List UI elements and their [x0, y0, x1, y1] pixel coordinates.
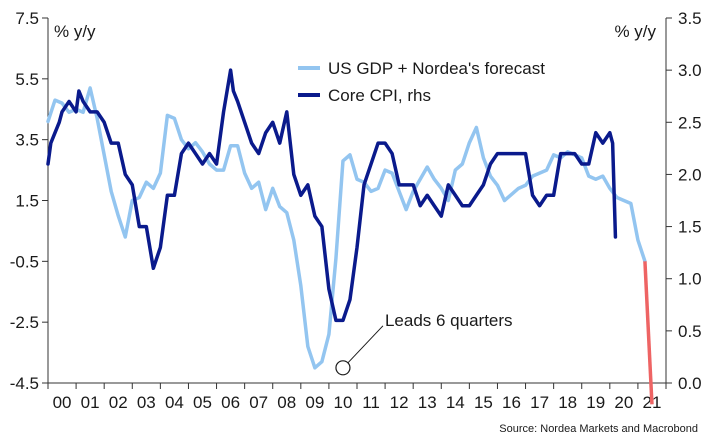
x-tick-label: 02	[109, 393, 128, 412]
series-line-nordea-forecast	[643, 261, 654, 405]
right-axis-ticks: 3.5 3.0 2.5 2.0 1.5 1.0 0.5 0.0	[666, 9, 702, 393]
x-tick-label: 12	[390, 393, 409, 412]
plot-area	[46, 68, 654, 405]
left-tick-label: 3.5	[15, 131, 39, 150]
x-tick-label: 04	[165, 393, 184, 412]
source-note: Source: Nordea Markets and Macrobond	[499, 423, 698, 435]
legend-label-us-gdp: US GDP + Nordea's forecast	[328, 59, 545, 78]
left-tick-label: 7.5	[15, 9, 39, 28]
x-tick-label: 13	[418, 393, 437, 412]
x-tick-label: 09	[305, 393, 324, 412]
left-tick-label: 1.5	[15, 192, 39, 211]
right-tick-label: 2.5	[678, 113, 702, 132]
annotation-marker	[335, 360, 351, 376]
x-tick-label: 05	[193, 393, 212, 412]
legend-label-core-cpi: Core CPI, rhs	[328, 86, 431, 105]
left-tick-label: -4.5	[10, 374, 39, 393]
x-tick-label: 00	[53, 393, 72, 412]
annotation-label: Leads 6 quarters	[385, 311, 513, 330]
x-tick-label: 18	[558, 393, 577, 412]
x-tick-label: 10	[333, 393, 352, 412]
x-tick-label: 17	[530, 393, 549, 412]
right-tick-label: 0.5	[678, 322, 702, 341]
series-line-us-gdp	[46, 86, 647, 370]
series-line-core-cpi	[46, 68, 618, 323]
annotation-leader-line	[347, 325, 384, 364]
x-tick-label: 11	[362, 393, 380, 412]
x-tick-label: 19	[586, 393, 605, 412]
right-tick-label: 1.0	[678, 270, 702, 289]
x-tick-label: 14	[446, 393, 465, 412]
right-tick-label: 3.0	[678, 61, 702, 80]
right-tick-label: 3.5	[678, 9, 702, 28]
right-axis-unit: % y/y	[614, 22, 656, 41]
x-tick-label: 06	[221, 393, 240, 412]
x-axis-ticks: 00 01 02 03 04 05 06 07 08 09 10 11 12 13 14 15 16 17 18 19…	[47, 383, 667, 412]
right-tick-label: 0.0	[678, 374, 702, 393]
legend: US GDP + Nordea's forecast Core CPI, rhs	[298, 59, 545, 105]
x-tick-label: 08	[277, 393, 296, 412]
x-tick-label: 20	[614, 393, 633, 412]
annotation: Leads 6 quarters	[335, 311, 513, 376]
x-tick-label: 07	[249, 393, 268, 412]
right-tick-label: 1.5	[678, 218, 702, 237]
left-tick-label: -2.5	[10, 313, 39, 332]
x-tick-label: 16	[502, 393, 521, 412]
x-tick-label: 01	[81, 393, 100, 412]
right-tick-label: 2.0	[678, 165, 702, 184]
left-axis-ticks: 7.5 5.5 3.5 1.5 -0.5 -2.5 -4.5	[10, 9, 48, 393]
x-tick-label: 15	[474, 393, 493, 412]
x-tick-label: 03	[137, 393, 156, 412]
left-tick-label: -0.5	[10, 252, 39, 271]
left-axis-unit: % y/y	[54, 22, 96, 41]
left-tick-label: 5.5	[15, 70, 39, 89]
